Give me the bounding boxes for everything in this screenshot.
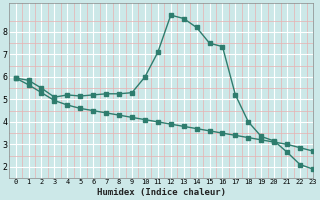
X-axis label: Humidex (Indice chaleur): Humidex (Indice chaleur) bbox=[97, 188, 226, 197]
